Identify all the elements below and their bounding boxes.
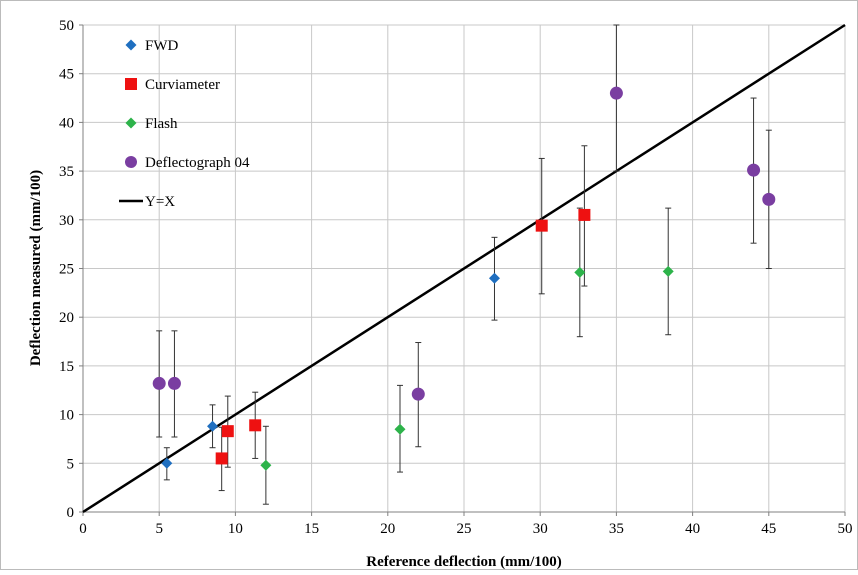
data-point-deflectograph-04 — [167, 376, 181, 390]
y-tick-label: 30 — [59, 213, 74, 229]
data-point-flash — [394, 423, 406, 435]
data-point-curviameter — [249, 419, 262, 432]
data-point-curviameter — [535, 219, 548, 232]
x-tick-label: 10 — [228, 521, 243, 537]
y-tick-label: 25 — [59, 262, 74, 278]
x-tick-label: 5 — [155, 521, 163, 537]
series-line-y-x — [82, 23, 846, 514]
y-tick-label: 5 — [67, 456, 75, 472]
data-point-deflectograph-04 — [152, 376, 166, 390]
x-tick-label: 30 — [533, 521, 548, 537]
x-tick-label: 20 — [380, 521, 395, 537]
legend-swatch-curviameter — [125, 78, 137, 90]
legend-label-deflectograph-04: Deflectograph 04 — [145, 155, 250, 171]
y-tick-label: 0 — [67, 505, 75, 521]
legend-label-curviameter: Curviameter — [145, 77, 220, 93]
data-point-deflectograph-04 — [762, 192, 776, 206]
data-point-deflectograph-04 — [609, 86, 623, 100]
data-point-fwd — [488, 272, 500, 284]
y-tick-label: 10 — [59, 408, 74, 424]
reference-line-layer — [82, 23, 846, 514]
legend-swatch-flash — [125, 117, 137, 129]
y-tick-label: 20 — [59, 310, 74, 326]
legend-swatch-deflectograph-04 — [125, 156, 137, 168]
x-tick-label: 50 — [838, 521, 853, 537]
data-point-deflectograph-04 — [747, 163, 761, 177]
x-tick-label: 25 — [457, 521, 472, 537]
x-tick-label: 35 — [609, 521, 624, 537]
legend: FWD Curviameter Flash Deflectograph 04 Y=X — [119, 38, 250, 210]
data-point-curviameter — [215, 452, 228, 465]
data-point-flash — [574, 266, 586, 278]
y-axis-title: Deflection measured (mm/100) — [28, 170, 44, 366]
data-point-flash — [260, 459, 272, 471]
y-tick-label: 50 — [59, 18, 74, 34]
legend-label-flash: Flash — [145, 116, 178, 132]
x-axis-title: Reference deflection (mm/100) — [366, 554, 561, 570]
x-tick-label: 40 — [685, 521, 700, 537]
legend-label-fwd: FWD — [145, 38, 179, 54]
data-point-fwd — [161, 457, 173, 469]
data-point-curviameter — [221, 425, 234, 438]
y-tick-label: 40 — [59, 115, 74, 131]
legend-label-y-x: Y=X — [145, 194, 175, 210]
axes — [79, 24, 846, 516]
x-tick-label: 0 — [79, 521, 87, 537]
y-tick-label: 45 — [59, 67, 74, 83]
data-point-fwd — [207, 420, 219, 432]
data-point-flash — [662, 265, 674, 277]
x-tick-label: 15 — [304, 521, 319, 537]
y-tick-label: 15 — [59, 359, 74, 375]
tick-labels: 0 5 10 15 20 25 30 35 40 45 50 0 5 10 15 20 25 30 35 40 45 50 — [59, 18, 853, 537]
data-point-deflectograph-04 — [411, 387, 425, 401]
data-point-curviameter — [578, 208, 591, 221]
data-points — [152, 86, 776, 471]
y-tick-label: 35 — [59, 164, 74, 180]
legend-swatch-fwd — [125, 39, 137, 51]
x-tick-label: 45 — [761, 521, 776, 537]
